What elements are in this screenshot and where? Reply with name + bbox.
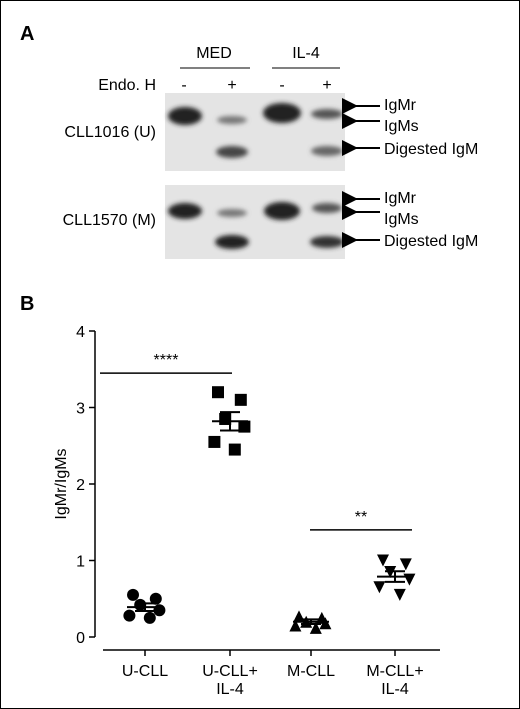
point [143, 611, 156, 624]
x-tick-label-line: IL-4 [216, 681, 244, 698]
panel-label: A [20, 23, 34, 45]
point [309, 621, 322, 634]
sem-bar [301, 618, 321, 625]
x-tick-label: M-CLL+ IL-4 [366, 663, 423, 698]
sign: + [227, 77, 236, 94]
band-label: IgMs [384, 118, 419, 135]
sign: + [322, 77, 331, 94]
band-label: IgMr [384, 190, 417, 207]
band-label: Digested IgM [384, 141, 478, 158]
point [289, 619, 302, 632]
x-tick-label: U-CLL+ IL-4 [202, 663, 258, 698]
point [149, 592, 162, 605]
point [212, 386, 224, 399]
band-label: Digested IgM [384, 233, 478, 250]
arrows [342, 98, 380, 248]
point [208, 435, 221, 448]
point [393, 588, 406, 601]
significance-label: ** [355, 509, 367, 526]
point [123, 609, 136, 622]
sign: - [181, 77, 186, 94]
point [234, 393, 247, 406]
band-label: IgMr [384, 97, 417, 114]
condition-label: IL-4 [292, 45, 320, 62]
row-label: CLL1016 (U) [64, 124, 156, 141]
x-tick-label: U-CLL [122, 663, 168, 680]
point [377, 554, 389, 567]
sem-bar [385, 570, 405, 583]
point [319, 617, 332, 630]
point [153, 604, 166, 617]
x-tick-label-line: M-CLL+ [366, 663, 423, 680]
sem-bar [135, 602, 155, 612]
significance-label: **** [154, 352, 179, 369]
x-tick-label-line: U-CLL [122, 663, 168, 680]
point [228, 443, 241, 456]
sem-bar [220, 411, 240, 432]
x-tick-label-line: U-CLL+ [202, 663, 258, 680]
point [127, 588, 139, 601]
row-label: CLL1570 (M) [63, 212, 156, 229]
point [238, 420, 251, 433]
y-tick-label: 1 [76, 554, 85, 571]
y-tick-label: 0 [76, 630, 85, 647]
treatment-label: Endo. H [98, 77, 156, 94]
blot [165, 93, 345, 259]
point [399, 558, 412, 571]
panel-label: B [20, 293, 34, 315]
sign: - [279, 77, 284, 94]
y-tick-label: 4 [76, 324, 85, 341]
y-axis-label: IgMr/IgMs [53, 448, 70, 519]
condition-label: MED [196, 45, 232, 62]
x-tick-label: M-CLL [287, 663, 335, 680]
point [373, 581, 386, 594]
band-label: IgMs [384, 211, 419, 228]
y-tick-label: 2 [76, 477, 85, 494]
y-tick-label: 3 [76, 401, 85, 418]
x-tick-label-line: IL-4 [381, 681, 409, 698]
x-tick-label-line: M-CLL [287, 663, 335, 680]
